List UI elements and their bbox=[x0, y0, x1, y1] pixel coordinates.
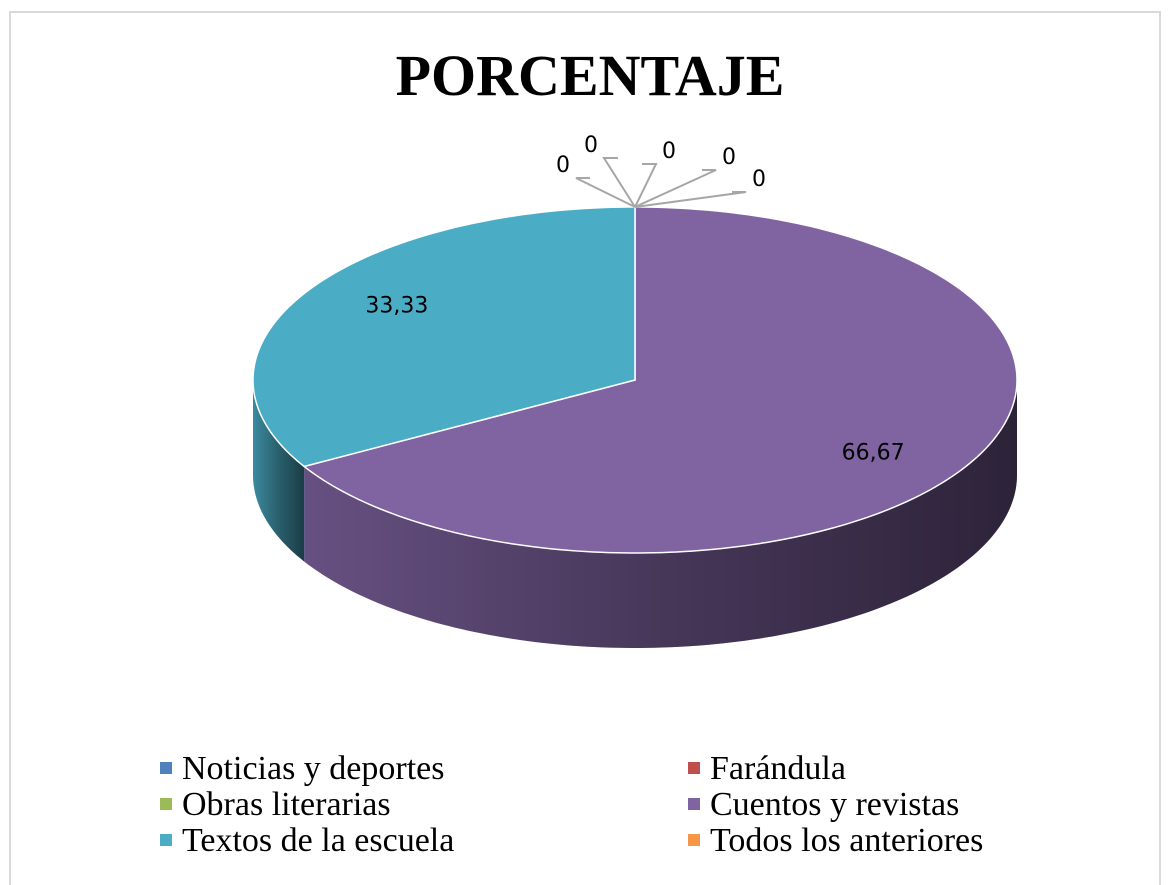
legend-swatch bbox=[160, 798, 172, 810]
chart-title: PORCENTAJE bbox=[396, 43, 785, 108]
legend-label: Obras literarias bbox=[182, 786, 391, 823]
legend-swatch bbox=[688, 834, 700, 846]
legend-label: Cuentos y revistas bbox=[710, 786, 959, 823]
legend-swatch bbox=[688, 762, 700, 774]
legend-swatch bbox=[160, 762, 172, 774]
legend-label: Textos de la escuela bbox=[182, 822, 454, 859]
leader-line bbox=[634, 169, 717, 208]
legend-swatch bbox=[160, 834, 172, 846]
leader-line bbox=[602, 157, 636, 208]
slice bbox=[302, 206, 1018, 554]
leader-line bbox=[634, 163, 658, 208]
legend-label: Farándula bbox=[710, 750, 846, 787]
data-label: 0 bbox=[662, 139, 676, 164]
legend-label: Noticias y deportes bbox=[182, 750, 445, 787]
data-label: 0 bbox=[722, 145, 736, 170]
data-label: 0 bbox=[584, 133, 598, 158]
data-label: 33,33 bbox=[365, 293, 428, 318]
legend-label: Todos los anteriores bbox=[710, 822, 983, 859]
slice bbox=[252, 206, 636, 468]
data-label: 0 bbox=[752, 167, 766, 192]
leader-line bbox=[634, 191, 747, 208]
side-shade bbox=[304, 380, 1017, 648]
data-label: 0 bbox=[556, 153, 570, 178]
data-label: 66,67 bbox=[842, 441, 905, 466]
legend-swatch bbox=[688, 798, 700, 810]
leader-line bbox=[575, 177, 636, 208]
